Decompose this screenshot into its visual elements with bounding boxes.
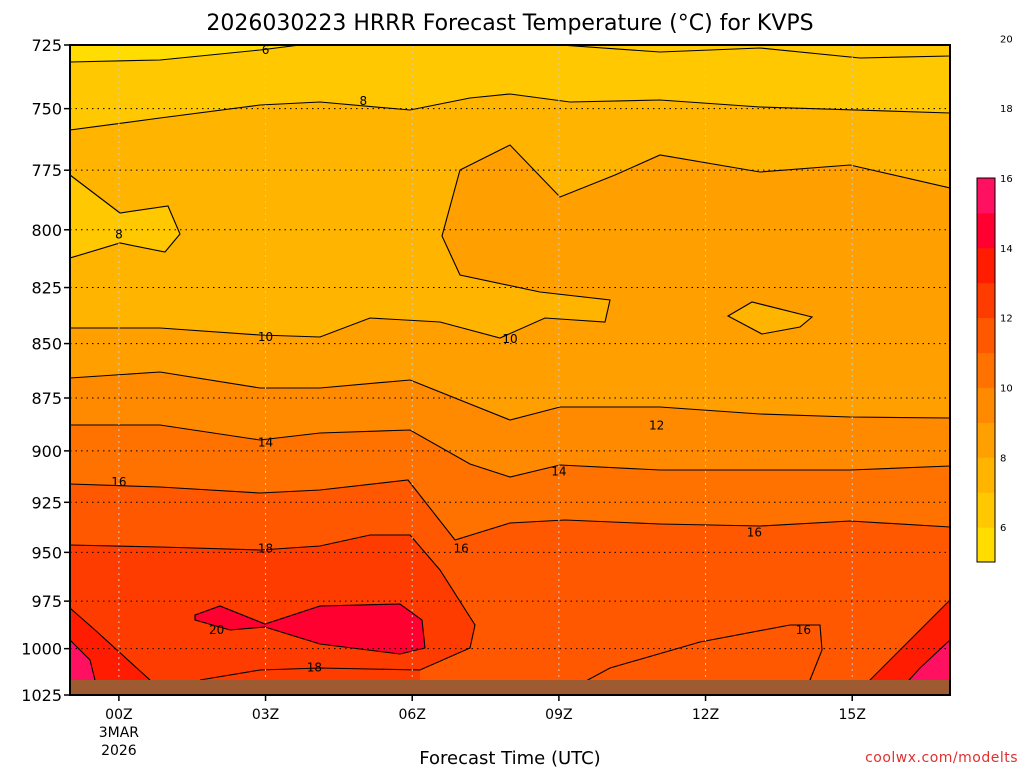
colorbar-label: 8 <box>1000 453 1006 464</box>
x-tick-date: 3MAR <box>99 725 140 741</box>
contour-label: 16 <box>796 623 811 637</box>
colorbar-swatch <box>977 282 995 319</box>
contour-6 <box>70 45 301 63</box>
y-tick-label: 850 <box>31 335 62 354</box>
contour-14 <box>70 424 950 478</box>
contour-label: 16 <box>111 475 126 489</box>
y-tick-label: 1025 <box>21 686 62 705</box>
colorbar-swatch <box>977 317 995 354</box>
band-18-20-hole <box>560 625 850 695</box>
colorbar-label: 14 <box>1000 244 1013 255</box>
y-tick-label: 825 <box>31 279 62 298</box>
band-8-10-pocket <box>70 175 180 258</box>
x-axis: 00Z 3MAR 2026 03Z 06Z 09Z 12Z 15Z <box>99 695 866 759</box>
x-tick-label: 12Z <box>692 707 719 723</box>
contour-label: 12 <box>649 419 664 433</box>
x-axis-title: Forecast Time (UTC) <box>419 748 600 768</box>
colorbar-swatch <box>977 352 995 388</box>
colorbar-swatch <box>977 178 995 214</box>
contour-label: 16 <box>453 541 468 555</box>
grid <box>70 45 950 695</box>
contour-label: 10 <box>258 330 273 344</box>
y-tick-label: 775 <box>31 161 62 180</box>
colorbar-swatch <box>977 212 995 249</box>
contour-22-left <box>70 639 96 681</box>
contour-label: 18 <box>258 541 273 555</box>
y-tick-label: 750 <box>31 100 62 119</box>
contour-8 <box>70 93 950 131</box>
y-tick-label: 800 <box>31 221 62 240</box>
contour-18 <box>70 534 476 681</box>
contour-12 <box>70 371 950 421</box>
y-tick-label: 975 <box>31 592 62 611</box>
contour-20-left <box>70 607 151 681</box>
chart-title: 2026030223 HRRR Forecast Temperature (°C… <box>206 11 813 36</box>
credit-text: coolwx.com/modelts <box>865 750 1018 766</box>
contour-label: 6 <box>262 43 270 57</box>
contour-20-mid <box>194 603 426 655</box>
colorbar-swatch <box>977 422 995 458</box>
contour-label: 20 <box>209 623 224 637</box>
contour-16b <box>559 624 851 695</box>
contour-label: 8 <box>115 227 123 241</box>
temperature-field <box>70 45 950 695</box>
colorbar-frame <box>976 177 996 563</box>
contour-10-pocket <box>726 301 814 335</box>
x-tick-year: 2026 <box>101 743 137 759</box>
surface-ground <box>70 680 950 695</box>
y-tick-label: 925 <box>31 493 62 512</box>
contour-6b <box>410 45 950 59</box>
contour-label: 8 <box>360 94 368 108</box>
y-axis: 725 750 775 800 825 850 875 900 925 950 975 1000 102… <box>21 36 70 705</box>
y-tick-label: 950 <box>31 543 62 562</box>
band-10-12-pocket <box>728 302 812 334</box>
colorbar-label: 10 <box>1000 383 1013 394</box>
colorbar: 6810121416182022 <box>976 34 1013 563</box>
colorbar-label: 20 <box>1000 34 1013 45</box>
plot-frame <box>69 44 951 696</box>
contour-10 <box>70 144 950 339</box>
colorbar-swatch <box>977 492 995 528</box>
x-tick-label: 00Z <box>105 707 132 723</box>
x-tick-label: 06Z <box>399 707 426 723</box>
y-tick-label: 875 <box>31 389 62 408</box>
contour-label: 10 <box>502 332 517 346</box>
contour-label: 14 <box>551 465 566 479</box>
colorbar-swatch <box>977 247 995 284</box>
colorbar-swatch <box>977 457 995 493</box>
x-tick-label: 15Z <box>839 707 866 723</box>
colorbar-label: 18 <box>1000 104 1013 115</box>
contour-label: 14 <box>258 436 273 450</box>
colorbar-label: 6 <box>1000 523 1006 534</box>
colorbar-label: 12 <box>1000 314 1013 325</box>
x-tick-label: 09Z <box>545 707 572 723</box>
colorbar-label: 16 <box>1000 174 1013 185</box>
y-tick-label: 1000 <box>21 640 62 659</box>
contour-16 <box>70 479 950 541</box>
contour-8-pocket <box>70 174 181 259</box>
contour-labels: 6 8 8 10 10 12 14 14 16 16 16 18 20 18 16 <box>111 43 811 674</box>
colorbar-swatch <box>977 387 995 423</box>
colorbar-swatch <box>977 527 995 563</box>
y-tick-label: 725 <box>31 36 62 55</box>
band-20-22-mid <box>195 604 425 654</box>
x-tick-label: 03Z <box>252 707 279 723</box>
contour-label: 16 <box>747 526 762 540</box>
y-tick-label: 900 <box>31 442 62 461</box>
contour-label: 18 <box>307 660 322 674</box>
